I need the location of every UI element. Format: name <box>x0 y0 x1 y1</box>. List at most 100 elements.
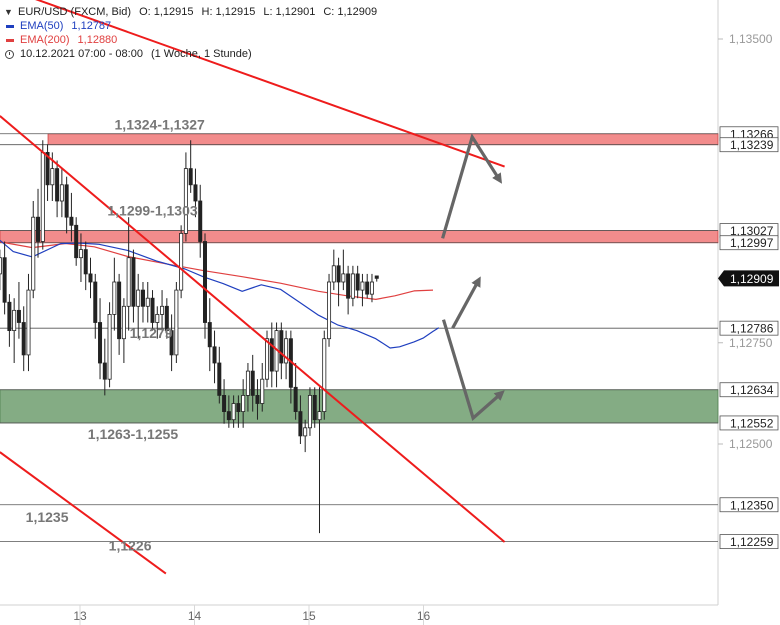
candle <box>183 152 188 242</box>
annotation-label: 1,1235 <box>26 509 69 525</box>
zone-support <box>0 389 719 424</box>
level-label: 1,12350 <box>719 497 779 513</box>
candle-body <box>50 168 55 186</box>
level-label: 1,13239 <box>719 137 779 153</box>
candle-body <box>336 265 341 283</box>
candle-body <box>241 394 246 412</box>
ema200-value: 1,12880 <box>77 34 118 46</box>
candle-body <box>2 257 7 303</box>
period-note: (1 Woche, 1 Stunde) <box>150 48 252 60</box>
level-label: 1,12634 <box>719 382 779 398</box>
candle-body <box>7 301 12 332</box>
upper-resistance-line <box>35 0 505 168</box>
ohlc-high: H: 1,12915 <box>201 6 256 18</box>
zone-resistance-upper <box>47 133 719 146</box>
candle <box>74 217 79 266</box>
current-price-label: 1,12909 <box>730 272 774 286</box>
candle <box>212 330 217 384</box>
annotation-label: 1,1279 <box>130 325 173 341</box>
arrow-up-small <box>451 276 481 329</box>
level-label: 1,12259 <box>719 534 779 550</box>
y-tick-label: 1,12750 <box>729 336 773 350</box>
candle <box>164 298 169 339</box>
candle <box>88 257 93 299</box>
ema50-value: 1,12787 <box>71 20 112 32</box>
candle <box>231 395 236 428</box>
candle <box>0 249 2 291</box>
candle <box>83 241 88 291</box>
legend-ema200-row: EMA(200) 1,12880 <box>4 33 377 47</box>
candle <box>331 249 336 291</box>
candle-body <box>279 330 284 364</box>
candle-body <box>207 322 212 348</box>
level-label-box <box>719 534 779 550</box>
level-label-box <box>719 382 779 398</box>
candle-body <box>231 403 236 421</box>
candle-body <box>36 216 41 242</box>
candle <box>274 322 279 388</box>
candle <box>169 314 174 372</box>
candle <box>102 338 107 396</box>
candle-body <box>40 151 45 242</box>
level-label-box <box>719 137 779 153</box>
candle-body <box>88 273 93 283</box>
arrow-up-to-1-1324 <box>441 133 503 239</box>
candle <box>222 379 227 424</box>
candle-body <box>255 394 260 404</box>
candle <box>374 275 379 282</box>
candle <box>265 330 270 388</box>
candle-body <box>112 281 117 315</box>
candle-body <box>164 305 169 331</box>
level-label: 1,12997 <box>719 235 779 250</box>
candle-body <box>55 168 60 202</box>
candle-body <box>140 289 145 307</box>
annotation-label: 1,1299-1,1303 <box>107 203 198 219</box>
candle <box>26 273 31 372</box>
y-tick-label: 1,13500 <box>729 32 773 46</box>
candle-body <box>331 265 336 283</box>
candle <box>145 282 150 323</box>
candle-body <box>117 281 122 340</box>
candle <box>279 322 284 380</box>
x-tick-label: 13 <box>73 609 87 623</box>
candle-body <box>31 216 36 291</box>
candle <box>193 168 198 218</box>
candle-body <box>212 346 217 364</box>
candle <box>293 363 298 420</box>
candle-body <box>174 289 179 356</box>
candle-body <box>150 297 155 323</box>
ohlc-close: C: 1,12909 <box>323 6 378 18</box>
candle-body <box>303 427 308 437</box>
candle-body <box>16 309 21 323</box>
x-tick-label: 16 <box>417 609 431 623</box>
annotation-label: 1,1324-1,1327 <box>115 116 206 132</box>
candle <box>2 241 7 315</box>
candle <box>40 140 45 250</box>
candle <box>155 306 160 339</box>
ohlc-low: L: 1,12901 <box>263 6 316 18</box>
level-label-box <box>719 320 779 336</box>
candle-body <box>307 394 312 429</box>
candle <box>236 395 241 428</box>
candle <box>350 265 355 307</box>
chevron-down-icon[interactable]: ▼ <box>4 7 13 17</box>
middle-descending-line <box>0 115 506 543</box>
period-range: 10.12.2021 07:00 - 08:00 <box>20 48 143 60</box>
level-label-box <box>719 497 779 513</box>
level-label-text: 1,12997 <box>730 236 774 250</box>
candle-body <box>341 273 346 283</box>
candle-body <box>131 257 136 307</box>
candle-body <box>346 273 351 299</box>
ema200-label: EMA(200) <box>20 34 70 46</box>
candle <box>198 184 203 258</box>
candle <box>78 233 83 282</box>
candle <box>369 273 374 303</box>
candle-body <box>322 338 327 413</box>
candle-body <box>98 322 103 364</box>
candle-body <box>369 281 374 295</box>
candle-body <box>293 386 298 412</box>
ohlc-open: O: 1,12915 <box>139 6 194 18</box>
candle-body <box>245 370 250 396</box>
candle <box>250 354 255 412</box>
